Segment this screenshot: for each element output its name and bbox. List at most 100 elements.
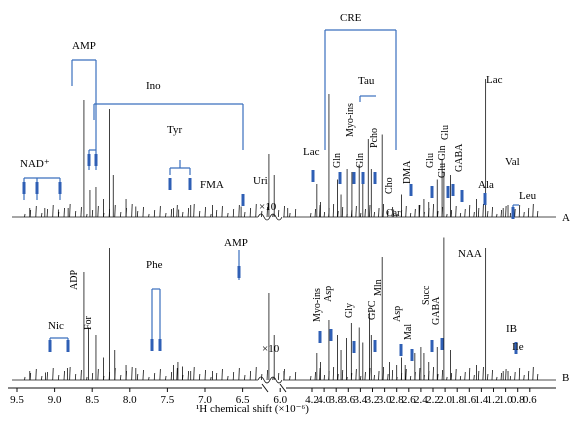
- spectrum-noise: [244, 211, 246, 218]
- spectrum-noise: [91, 372, 94, 381]
- spectrum-noise: [364, 371, 366, 381]
- spectrum-noise: [176, 204, 178, 218]
- annotation-gln-a2: Gln: [355, 153, 366, 168]
- spectrum-noise: [536, 373, 539, 381]
- scale-note-a: ×10: [259, 201, 277, 213]
- annotation-asp-b2: Asp: [392, 306, 403, 322]
- spectrum-noise: [182, 211, 184, 218]
- spectrum-noise: [428, 207, 430, 218]
- spectrum-noise: [396, 376, 398, 381]
- panel-label-a: A: [562, 212, 570, 224]
- annotation-cre: CRE: [340, 12, 362, 24]
- spectrum-noise: [350, 209, 353, 218]
- spectrum-noise: [319, 367, 321, 381]
- spectrum-noise: [86, 213, 88, 218]
- spectrum-noise: [24, 213, 26, 218]
- spectrum-noise: [74, 373, 77, 381]
- spectrum-noise: [328, 370, 330, 381]
- spectrum-noise: [170, 371, 173, 381]
- spectrum-noise: [142, 206, 144, 218]
- spectrum-noise: [80, 369, 82, 381]
- spectrum-noise: [341, 206, 344, 218]
- spectrum-noise: [387, 373, 389, 381]
- x-tick-label: 2.8: [390, 394, 404, 406]
- spectrum-noise: [29, 209, 32, 218]
- spectrum-noise: [142, 369, 144, 381]
- annotation-myo-ins-b: Myo-ins: [312, 288, 323, 322]
- spectrum-noise: [328, 207, 330, 218]
- spectrum-noise: [187, 370, 189, 381]
- spectrum-noise: [432, 366, 434, 381]
- spectrum-noise: [459, 212, 462, 218]
- spectrum-noise: [204, 206, 206, 218]
- spectrum-noise: [536, 210, 539, 218]
- spectrum-noise: [423, 374, 425, 381]
- annotation-nad: NAD⁺: [20, 158, 50, 170]
- spectrum-noise: [176, 367, 178, 381]
- annotation-glu-gln-a: Glu Gln: [437, 146, 448, 179]
- spectrum-noise: [437, 373, 439, 381]
- annotation-gaba-b: GABA: [431, 296, 442, 325]
- spectrum-noise: [391, 206, 394, 218]
- spectrum-noise: [382, 366, 384, 381]
- spectrum-noise: [255, 203, 257, 218]
- spectrum-noise: [346, 213, 348, 218]
- annotation-gaba-a: GABA: [454, 143, 465, 172]
- spectrum-noise: [165, 375, 167, 381]
- spectrum-noise: [505, 368, 507, 381]
- annotation-car: Car: [386, 208, 401, 219]
- spectrum-noise: [136, 373, 139, 381]
- spectrum-noise: [437, 210, 439, 218]
- spectrum-noise: [432, 203, 434, 218]
- spectrum-noise: [428, 370, 430, 381]
- annotation-asp-b1: Asp: [323, 286, 334, 302]
- spectrum-noise: [227, 212, 229, 218]
- spectrum-noise: [491, 206, 493, 218]
- spectrum-noise: [131, 366, 133, 381]
- spectrum-noise: [69, 366, 71, 381]
- spectrum-noise: [527, 370, 530, 381]
- x-tick-label: 1.8: [450, 394, 464, 406]
- spectrum-noise: [482, 203, 484, 218]
- spectrum-noise: [74, 210, 77, 218]
- spectrum-noise: [332, 366, 335, 381]
- spectrum-noise: [103, 212, 105, 218]
- spectrum-noise: [108, 371, 111, 381]
- spectrum-noise: [120, 211, 122, 218]
- spectrum-noise: [266, 206, 268, 218]
- spectrum-noise: [473, 374, 475, 381]
- spectrum-noise: [355, 205, 357, 218]
- axis-break-squiggle: [257, 213, 283, 221]
- spectrum-noise: [468, 204, 471, 218]
- spectrum-noise: [97, 368, 99, 381]
- x-tick-label: 3.2: [366, 394, 380, 406]
- spectrum-noise: [255, 366, 257, 381]
- spectrum-noise: [29, 372, 32, 381]
- spectrum-noise: [477, 207, 480, 218]
- spectrum-noise: [232, 208, 235, 218]
- spectrum-noise: [319, 204, 321, 218]
- annotation-ib: IB: [506, 323, 517, 335]
- spectrum-noise: [187, 207, 189, 218]
- x-tick-label: 6.0: [273, 394, 287, 406]
- spectrum-noise: [238, 367, 240, 381]
- spectrum-noise: [418, 204, 421, 218]
- spectrum-noise: [41, 375, 43, 381]
- spectrum-noise: [405, 368, 407, 381]
- spectrum-noise: [277, 372, 280, 381]
- x-tick-label: 8.0: [123, 394, 137, 406]
- spectrum-noise: [346, 376, 348, 381]
- x-tick-label: 3.6: [341, 394, 355, 406]
- spectrum-noise: [355, 368, 357, 381]
- spectrum-noise: [108, 208, 111, 218]
- spectrum-noise: [159, 368, 161, 381]
- spectrum-noise: [148, 376, 150, 381]
- spectrum-noise: [46, 371, 48, 381]
- spectrum-noise: [514, 208, 516, 218]
- annotation-lac-a2: Lac: [486, 74, 503, 86]
- spectrum-noise: [86, 376, 88, 381]
- spectrum-noise: [227, 375, 229, 381]
- spectrum-noise: [283, 368, 285, 381]
- spectrum-noise: [400, 372, 403, 381]
- spectrum-noise: [341, 369, 344, 381]
